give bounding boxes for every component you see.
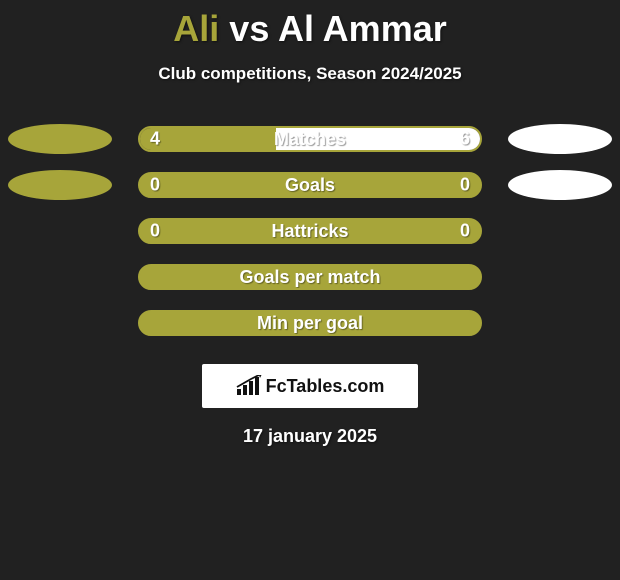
logo-box[interactable]: FcTables.com: [202, 364, 418, 408]
stat-value-left: 0: [150, 175, 160, 196]
logo-text: FcTables.com: [266, 376, 385, 397]
stat-bar-wrap: Hattricks0 0: [138, 218, 482, 244]
player1-oval: [8, 124, 112, 154]
stat-bar-wrap: Min per goal: [138, 310, 482, 336]
stat-label: Goals: [140, 175, 480, 196]
player1-oval: [8, 170, 112, 200]
stat-value-left: 0: [150, 221, 160, 242]
bar-fill-right: [276, 128, 480, 150]
stat-bar: Goals per match: [138, 264, 482, 290]
stat-row: Matches46: [0, 116, 620, 162]
stat-label: Min per goal: [140, 313, 480, 334]
subtitle: Club competitions, Season 2024/2025: [0, 64, 620, 84]
date-text: 17 january 2025: [0, 426, 620, 447]
player2-oval: [508, 124, 612, 154]
stat-bar: Min per goal: [138, 310, 482, 336]
player2-oval: [508, 170, 612, 200]
stat-bar: Hattricks0 0: [138, 218, 482, 244]
player2-name: Al Ammar: [278, 8, 447, 49]
page-title: Ali vs Al Ammar: [0, 0, 620, 50]
stat-label: Hattricks: [140, 221, 480, 242]
stat-row: Goals per match: [0, 254, 620, 300]
stat-row: Hattricks0 0: [0, 208, 620, 254]
stat-label: Goals per match: [140, 267, 480, 288]
bars-icon: [236, 375, 264, 397]
stat-value-right: 0: [460, 175, 470, 196]
stat-bar-wrap: Goals per match: [138, 264, 482, 290]
stat-bar-wrap: Goals0 0: [138, 172, 482, 198]
vs-text: vs: [229, 8, 269, 49]
stat-bar: Matches46: [138, 126, 482, 152]
stat-row: Min per goal: [0, 300, 620, 346]
stat-value-right: 6: [460, 129, 470, 150]
stat-value-left: 4: [150, 129, 160, 150]
stat-value-right: 0: [460, 221, 470, 242]
stat-bar-wrap: Matches46: [138, 126, 482, 152]
stats-container: Matches46Goals00Hattricks00Goals per mat…: [0, 116, 620, 346]
stat-row: Goals0 0: [0, 162, 620, 208]
player1-name: Ali: [173, 8, 219, 49]
bar-fill-left: [140, 128, 276, 150]
stat-bar: Goals0 0: [138, 172, 482, 198]
